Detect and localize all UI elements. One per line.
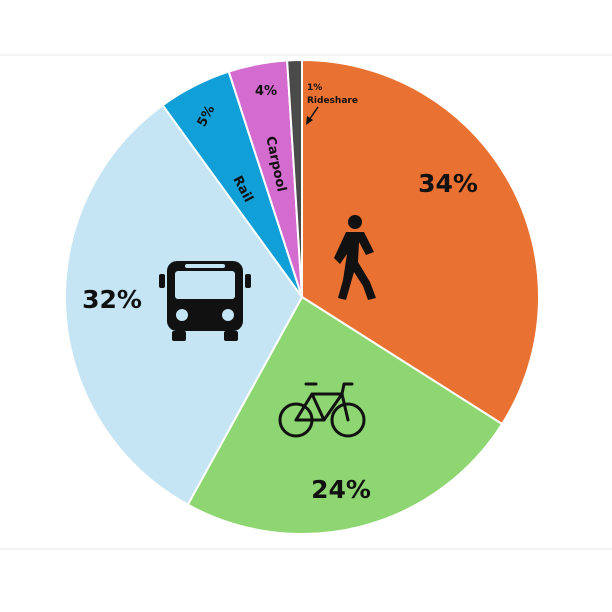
bicycle-icon bbox=[278, 382, 366, 438]
pedestrian-icon bbox=[334, 215, 376, 300]
bus-icon bbox=[159, 261, 251, 341]
carpool-percent-label: 4% bbox=[255, 84, 277, 99]
rideshare-category-label: Rideshare bbox=[307, 96, 358, 106]
pie-slice-rideshare bbox=[286, 58, 303, 298]
bicycle-percent-label: 24% bbox=[311, 475, 371, 504]
rideshare-percent-label: 1% bbox=[307, 83, 322, 93]
pedestrian-percent-label: 34% bbox=[418, 169, 478, 198]
bus-percent-label: 32% bbox=[82, 285, 142, 314]
rideshare-callout-arrow bbox=[306, 106, 319, 125]
pie-slices bbox=[64, 58, 540, 535]
pie-slice-bicycle bbox=[186, 295, 504, 535]
pie-slice-pedestrian bbox=[301, 58, 540, 426]
